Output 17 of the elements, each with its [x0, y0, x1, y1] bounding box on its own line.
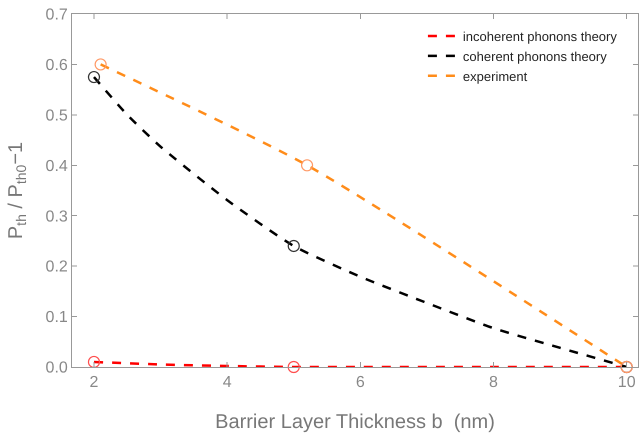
- legend-label: experiment: [462, 68, 528, 84]
- x-axis-title: Barrier Layer Thickness b (nm): [215, 411, 495, 433]
- legend-label: incoherent phonons theory: [462, 29, 618, 44]
- y-tick-label: 0.4: [46, 158, 68, 175]
- x-tick-label: 2: [90, 374, 99, 392]
- y-tick-label: 0.2: [46, 258, 68, 276]
- y-tick-label: 0.6: [46, 57, 68, 74]
- y-tick-label: 0.7: [46, 6, 68, 24]
- y-tick-label: 0.1: [46, 309, 68, 326]
- x-tick-label: 8: [489, 374, 498, 392]
- y-tick-label: 0.3: [46, 208, 68, 226]
- x-tick-label: 10: [618, 374, 636, 392]
- x-tick-label: 4: [222, 374, 232, 392]
- x-tick-label: 6: [356, 374, 365, 392]
- y-tick-label: 0.5: [46, 107, 68, 124]
- legend-label: coherent phonons theory: [462, 48, 608, 64]
- y-tick-label: 0.0: [46, 360, 68, 377]
